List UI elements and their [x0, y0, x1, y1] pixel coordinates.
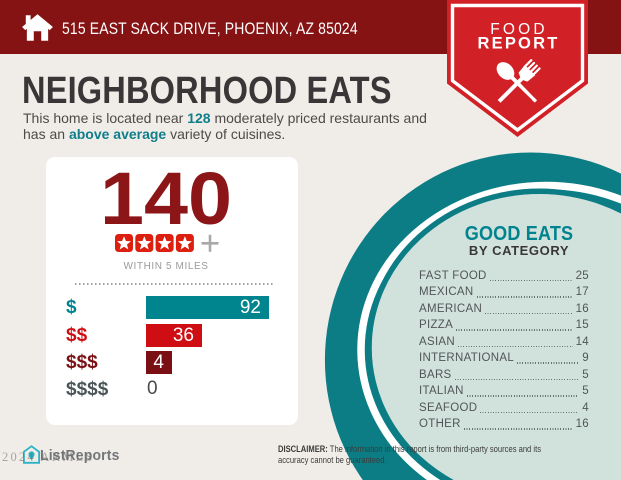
svg-text:REPORT: REPORT: [478, 35, 560, 53]
svg-text:FOOD: FOOD: [490, 21, 548, 38]
